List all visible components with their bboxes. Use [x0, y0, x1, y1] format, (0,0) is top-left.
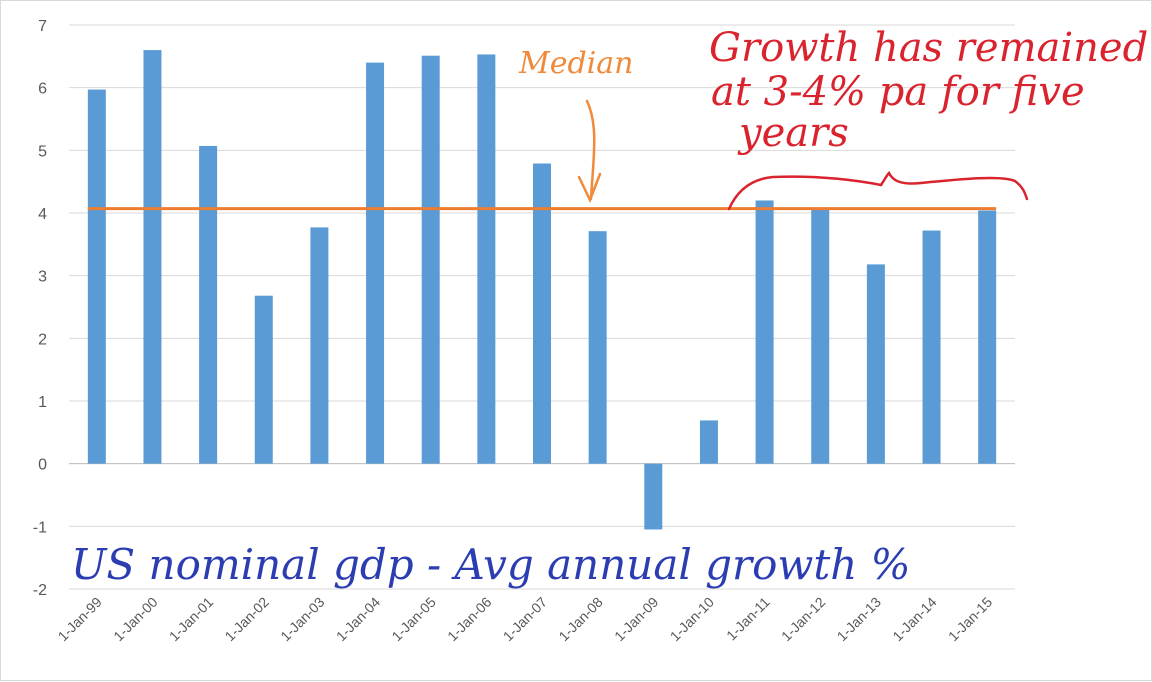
- bar-1-Jan-03: [310, 227, 329, 464]
- x-tick-label: 1-Jan-00: [110, 594, 161, 645]
- bar-1-Jan-00: [143, 50, 162, 464]
- bar-1-Jan-06: [477, 54, 496, 464]
- y-tick-label: 1: [38, 394, 47, 411]
- y-tick-label: 3: [38, 269, 47, 286]
- x-tick-label: 1-Jan-01: [166, 594, 217, 645]
- bar-1-Jan-07: [533, 163, 551, 464]
- five-year-brace: [727, 170, 1029, 211]
- x-tick-label: 1-Jan-11: [723, 594, 773, 644]
- x-tick-label: 1-Jan-13: [834, 594, 885, 645]
- x-tick-label: 1-Jan-10: [667, 594, 718, 645]
- median-arrow: [577, 99, 602, 204]
- x-tick-label: 1-Jan-07: [500, 594, 551, 645]
- growth-note: Growth has remained at 3-4% pa for five …: [709, 25, 1148, 156]
- x-tick-label: 1-Jan-15: [945, 594, 996, 645]
- y-tick-label: 2: [38, 331, 47, 348]
- x-tick-label: 1-Jan-12: [778, 594, 829, 645]
- bar-1-Jan-01: [199, 145, 218, 464]
- y-tick-label: 4: [38, 206, 47, 223]
- y-tick-label: 6: [38, 81, 47, 98]
- bar-1-Jan-11: [755, 200, 774, 464]
- bar-1-Jan-04: [366, 62, 385, 464]
- x-tick-label: 1-Jan-09: [611, 594, 662, 645]
- y-tick-label: 5: [38, 143, 47, 160]
- bar-1-Jan-99: [87, 89, 106, 464]
- y-tick-label: -2: [33, 582, 47, 599]
- bar-1-Jan-05: [421, 55, 440, 464]
- x-tick-label: 1-Jan-06: [444, 594, 495, 645]
- y-tick-label: -1: [33, 519, 47, 536]
- growth-note-line-2: at 3-4% pa for five: [711, 69, 1085, 115]
- bar-1-Jan-14: [922, 230, 941, 464]
- x-tick-label: 1-Jan-03: [277, 594, 328, 645]
- bar-1-Jan-15: [978, 210, 997, 464]
- median-annotation: Median: [518, 46, 633, 81]
- x-axis-ticks: 1-Jan-99 1-Jan-00 1-Jan-01 1-Jan-02 1-Jan-03…: [55, 594, 996, 645]
- bar-1-Jan-10: [699, 420, 718, 464]
- chart-caption: US nominal gdp - Avg annual growth %: [71, 540, 911, 589]
- bar-1-Jan-02: [254, 295, 273, 464]
- bar-1-Jan-13: [866, 264, 885, 464]
- x-tick-label: 1-Jan-05: [388, 594, 439, 645]
- bar-1-Jan-12: [811, 208, 830, 464]
- bar-1-Jan-09: [644, 463, 663, 530]
- growth-note-line-1: Growth has remained: [709, 25, 1148, 71]
- x-tick-label: 1-Jan-99: [55, 594, 106, 645]
- x-tick-label: 1-Jan-08: [555, 594, 606, 645]
- y-tick-label: 7: [38, 18, 47, 35]
- x-tick-label: 1-Jan-14: [889, 594, 940, 645]
- y-axis-ticks: -2 -1 0 1 2 3 4 5 6 7: [33, 18, 47, 599]
- bars: [87, 50, 997, 530]
- y-tick-label: 0: [38, 457, 47, 474]
- bar-1-Jan-08: [588, 231, 607, 464]
- x-tick-label: 1-Jan-02: [221, 594, 272, 645]
- growth-note-line-3: years: [737, 110, 849, 156]
- x-tick-label: 1-Jan-04: [333, 594, 384, 645]
